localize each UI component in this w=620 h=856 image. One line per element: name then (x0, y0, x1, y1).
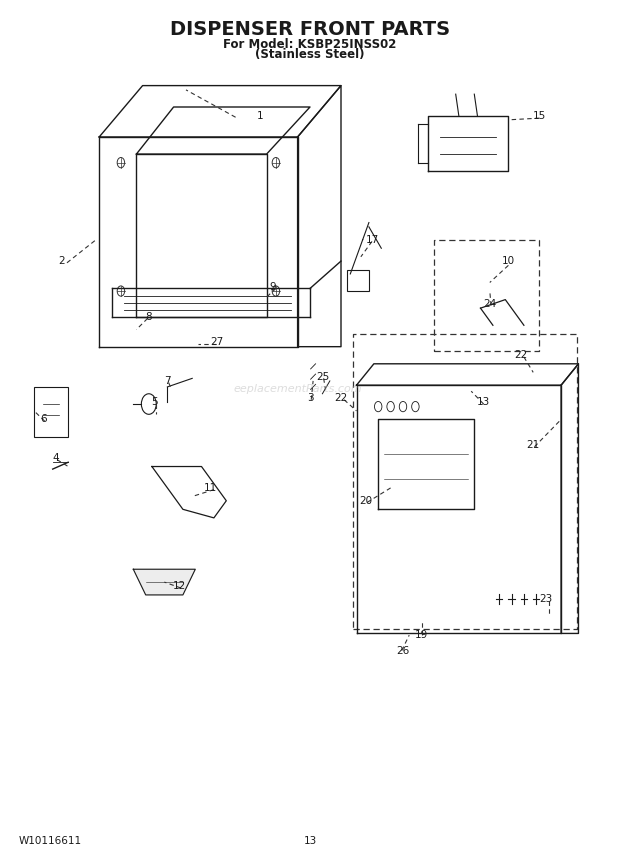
Text: 24: 24 (483, 299, 497, 309)
Text: 11: 11 (204, 483, 218, 493)
Text: 5: 5 (152, 397, 158, 407)
Text: 13: 13 (303, 835, 317, 846)
Text: 8: 8 (146, 312, 152, 322)
Text: 20: 20 (359, 496, 373, 506)
Text: 13: 13 (477, 397, 490, 407)
Text: 7: 7 (164, 376, 171, 386)
Text: DISPENSER FRONT PARTS: DISPENSER FRONT PARTS (170, 21, 450, 39)
Text: 15: 15 (533, 110, 546, 121)
Text: 22: 22 (334, 393, 348, 403)
Text: 3: 3 (307, 393, 313, 403)
Text: 2: 2 (59, 256, 65, 266)
Text: 26: 26 (396, 645, 410, 656)
Text: 23: 23 (539, 594, 552, 604)
Text: 17: 17 (365, 235, 379, 245)
Text: (Stainless Steel): (Stainless Steel) (255, 48, 365, 62)
Text: 19: 19 (415, 630, 428, 640)
Text: eeplacementParts.com: eeplacementParts.com (233, 384, 362, 395)
Text: 27: 27 (210, 337, 224, 348)
Text: 22: 22 (514, 350, 528, 360)
Text: 6: 6 (40, 414, 46, 425)
Bar (347, 270, 369, 291)
Text: 10: 10 (502, 256, 515, 266)
Text: 9: 9 (270, 282, 276, 292)
Text: 1: 1 (257, 110, 264, 121)
Text: 12: 12 (173, 581, 187, 591)
Text: For Model: KSBP25INSS02: For Model: KSBP25INSS02 (223, 38, 397, 51)
Bar (34, 387, 68, 437)
Text: W10116611: W10116611 (19, 835, 82, 846)
Text: 4: 4 (53, 453, 59, 463)
Polygon shape (133, 569, 195, 595)
Text: 25: 25 (316, 372, 329, 382)
Text: 21: 21 (526, 440, 540, 450)
